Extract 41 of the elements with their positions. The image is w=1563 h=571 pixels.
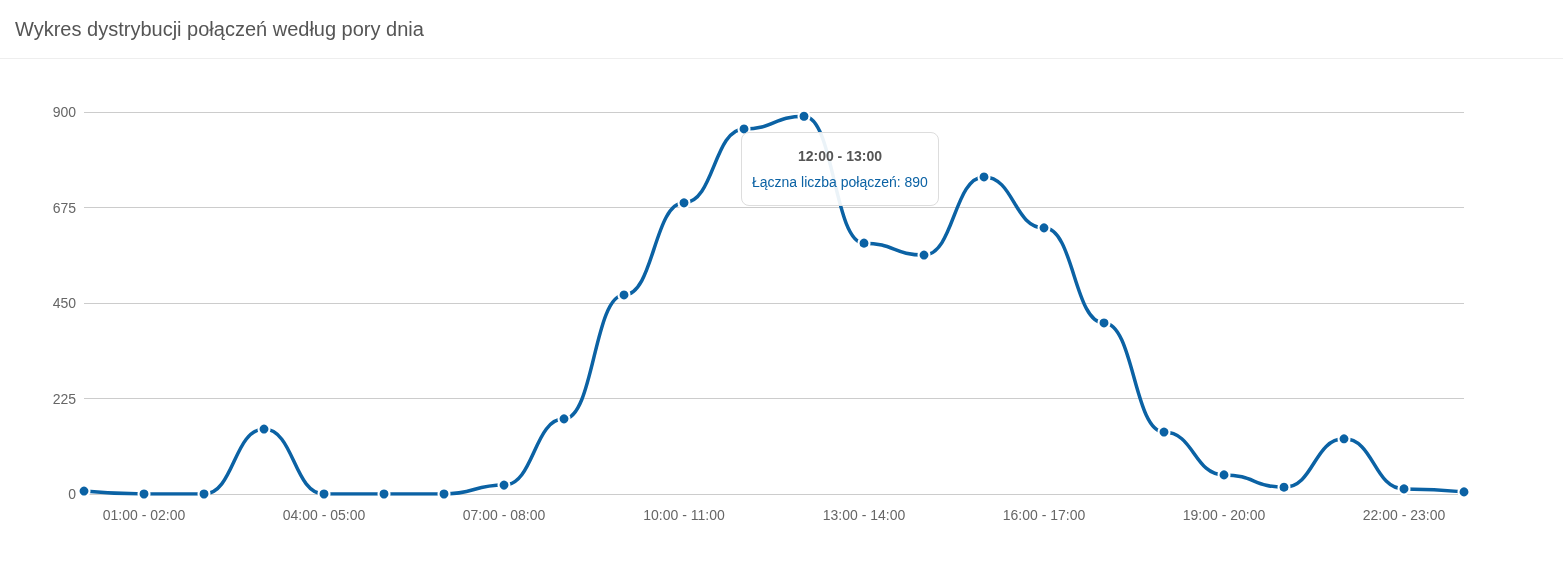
point <box>377 487 391 501</box>
annotation: Łączna liczba połączeń: 890 <box>752 173 928 192</box>
x-tick-label: 13:00 - 14:00 <box>822 507 906 523</box>
point <box>1397 482 1411 496</box>
point <box>1037 221 1051 235</box>
point <box>437 487 451 501</box>
x-tick-label: 19:00 - 20:00 <box>1182 507 1266 523</box>
x-tick-label: 04:00 - 05:00 <box>282 507 366 523</box>
point <box>557 412 571 426</box>
point <box>1277 480 1291 494</box>
point <box>317 487 331 501</box>
y-tick-label: 900 <box>52 104 77 120</box>
x-tick-label: 16:00 - 17:00 <box>1002 507 1086 523</box>
point <box>1457 485 1471 499</box>
point <box>197 487 211 501</box>
tooltip: 12:00 - 13:00 Łączna liczba połączeń: 890 <box>741 132 939 206</box>
x-tick-label: 22:00 - 23:00 <box>1362 507 1446 523</box>
point <box>1217 468 1231 482</box>
point <box>137 487 151 501</box>
point <box>917 248 931 262</box>
x-tick-label: 01:00 - 02:00 <box>102 507 186 523</box>
point <box>1097 316 1111 330</box>
point <box>737 122 751 136</box>
annotation: 12:00 - 13:00 <box>796 147 883 166</box>
x-tick-label: 10:00 - 11:00 <box>643 507 725 523</box>
point <box>1337 432 1351 446</box>
y-tick-label: 225 <box>52 390 77 407</box>
point <box>857 236 871 250</box>
point <box>497 478 511 492</box>
point <box>77 484 91 498</box>
y-tick-label: 675 <box>52 199 77 216</box>
point <box>1157 425 1171 439</box>
point <box>257 422 271 436</box>
x-tick-label: 07:00 - 08:00 <box>462 507 546 523</box>
point <box>677 196 691 210</box>
point <box>797 109 811 123</box>
point <box>977 170 991 184</box>
y-tick-label: 0 <box>68 486 77 502</box>
chart-title: Wykres dystrybucji połączeń według pory dnia <box>0 0 1563 59</box>
y-tick-label: 450 <box>52 295 77 311</box>
point <box>617 288 631 302</box>
